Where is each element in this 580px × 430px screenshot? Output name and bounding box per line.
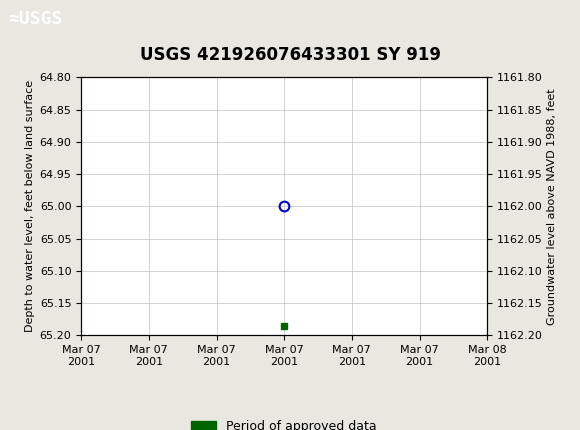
Text: ≈USGS: ≈USGS [9, 10, 63, 28]
Y-axis label: Depth to water level, feet below land surface: Depth to water level, feet below land su… [26, 80, 35, 332]
Legend: Period of approved data: Period of approved data [186, 415, 382, 430]
Y-axis label: Groundwater level above NAVD 1988, feet: Groundwater level above NAVD 1988, feet [547, 88, 557, 325]
Text: USGS 421926076433301 SY 919: USGS 421926076433301 SY 919 [140, 46, 440, 64]
